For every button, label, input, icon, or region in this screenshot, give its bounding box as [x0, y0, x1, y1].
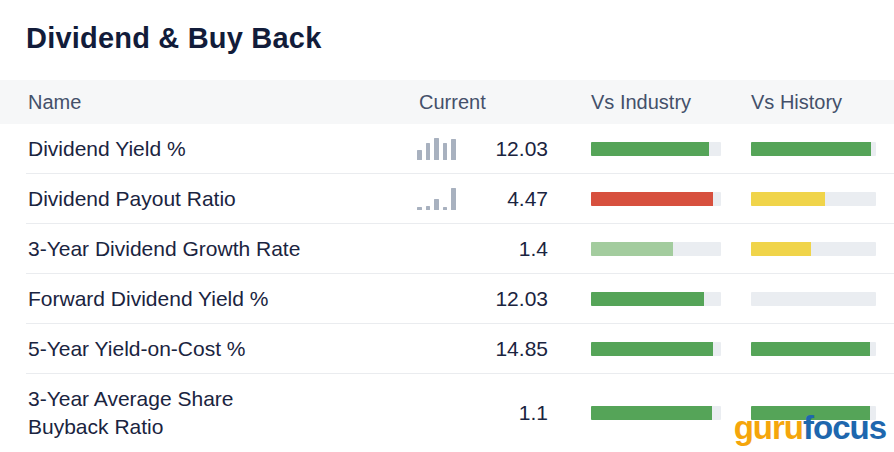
vs-industry-bar: [591, 406, 721, 420]
vs-history-bar: [751, 292, 876, 306]
column-header-vs-industry: Vs Industry: [591, 91, 721, 114]
vs-industry-cell: [591, 192, 721, 206]
metric-name: Forward Dividend Yield %: [28, 285, 405, 312]
vs-history-bar-fill: [751, 242, 811, 256]
vs-history-bar: [751, 242, 876, 256]
vs-industry-bar-fill: [591, 342, 713, 356]
vs-industry-bar: [591, 342, 721, 356]
page-title: Dividend & Buy Back: [0, 0, 894, 80]
table-row: 5-Year Yield-on-Cost % 14.85: [0, 324, 894, 374]
current-cell: 14.85: [405, 337, 548, 361]
current-value: 12.03: [495, 287, 548, 311]
vs-industry-bar-fill: [591, 292, 704, 306]
current-cell: 1.4: [405, 237, 548, 261]
table-row: Dividend Payout Ratio 4.47: [0, 174, 894, 224]
vs-history-bar-fill: [751, 342, 870, 356]
current-value: 4.47: [507, 187, 548, 211]
vs-industry-bar: [591, 192, 721, 206]
vs-industry-cell: [591, 406, 721, 420]
vs-industry-bar-fill: [591, 406, 712, 420]
metric-name: 3-Year Dividend Growth Rate: [28, 235, 405, 262]
column-header-current: Current: [405, 91, 548, 114]
vs-history-bar-fill: [751, 142, 871, 156]
gurufocus-logo-focus: focus: [803, 409, 886, 446]
metric-name: Dividend Yield %: [28, 135, 405, 162]
gurufocus-logo-guru: guru: [734, 409, 803, 446]
metric-name: 3-Year Average Share Buyback Ratio: [28, 385, 405, 440]
metric-name: Dividend Payout Ratio: [28, 185, 405, 212]
vs-history-bar: [751, 342, 876, 356]
vs-history-bar: [751, 142, 876, 156]
current-value: 12.03: [495, 137, 548, 161]
current-value: 1.1: [519, 401, 548, 425]
vs-industry-cell: [591, 342, 721, 356]
current-cell: 12.03: [405, 137, 548, 161]
table-row: Dividend Yield % 12.03: [0, 124, 894, 174]
vs-history-cell: [751, 242, 876, 256]
vs-history-cell: [751, 292, 876, 306]
vs-industry-bar-fill: [591, 242, 673, 256]
mini-bar-chart-icon[interactable]: [417, 188, 456, 210]
column-header-vs-history: Vs History: [751, 91, 876, 114]
vs-history-cell: [751, 342, 876, 356]
current-value: 1.4: [519, 237, 548, 261]
vs-industry-bar: [591, 142, 721, 156]
metric-name: 5-Year Yield-on-Cost %: [28, 335, 405, 362]
current-cell: 1.1: [405, 401, 548, 425]
vs-history-cell: [751, 142, 876, 156]
vs-industry-bar: [591, 292, 721, 306]
current-cell: 4.47: [405, 187, 548, 211]
gurufocus-logo[interactable]: gurufocus: [734, 411, 886, 444]
metrics-table: Name Current Vs Industry Vs History Divi…: [0, 80, 894, 451]
current-cell: 12.03: [405, 287, 548, 311]
column-header-name: Name: [28, 91, 405, 114]
vs-industry-cell: [591, 142, 721, 156]
current-value: 14.85: [495, 337, 548, 361]
vs-industry-cell: [591, 292, 721, 306]
table-row: 3-Year Dividend Growth Rate 1.4: [0, 224, 894, 274]
mini-bar-chart-icon[interactable]: [417, 138, 456, 160]
vs-industry-bar-fill: [591, 192, 713, 206]
vs-industry-cell: [591, 242, 721, 256]
vs-industry-bar-fill: [591, 142, 709, 156]
table-row: Forward Dividend Yield % 12.03: [0, 274, 894, 324]
vs-history-bar: [751, 192, 876, 206]
table-header: Name Current Vs Industry Vs History: [0, 80, 894, 124]
vs-industry-bar: [591, 242, 721, 256]
vs-history-cell: [751, 192, 876, 206]
vs-history-bar-fill: [751, 192, 825, 206]
